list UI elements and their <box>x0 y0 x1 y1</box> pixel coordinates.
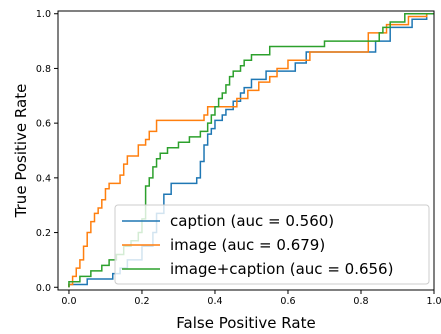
y-tick-label: 0.0 <box>36 283 51 294</box>
x-tick-label: 0.4 <box>207 296 222 307</box>
x-axis-ticks: 0.0 0.2 0.4 0.6 0.8 1.0 <box>61 290 441 307</box>
y-tick-label: 1.0 <box>36 9 51 20</box>
x-axis-label: False Positive Rate <box>176 314 315 332</box>
x-tick-label: 0.6 <box>280 296 295 307</box>
series-image-line <box>68 12 434 288</box>
x-tick-label: 0.0 <box>61 296 76 307</box>
plot-frame <box>57 10 435 291</box>
y-tick-label: 0.4 <box>36 173 51 184</box>
y-tick-label: 0.8 <box>36 64 51 75</box>
legend-entry-image: image (auc = 0.679) <box>170 236 325 254</box>
y-tick-label: 0.6 <box>36 119 51 130</box>
legend-entry-caption: caption (auc = 0.560) <box>170 212 334 230</box>
x-tick-label: 1.0 <box>426 296 441 307</box>
legend: caption (auc = 0.560) image (auc = 0.679… <box>114 204 430 285</box>
y-tick-label: 0.2 <box>36 228 51 239</box>
y-axis-label: True Positive Rate <box>12 84 30 219</box>
y-axis-ticks: 0.0 0.2 0.4 0.6 0.8 1.0 <box>36 9 58 294</box>
legend-box <box>114 204 430 285</box>
legend-entry-image-caption: image+caption (auc = 0.656) <box>170 260 393 278</box>
x-tick-label: 0.2 <box>134 296 149 307</box>
x-tick-label: 0.8 <box>353 296 368 307</box>
